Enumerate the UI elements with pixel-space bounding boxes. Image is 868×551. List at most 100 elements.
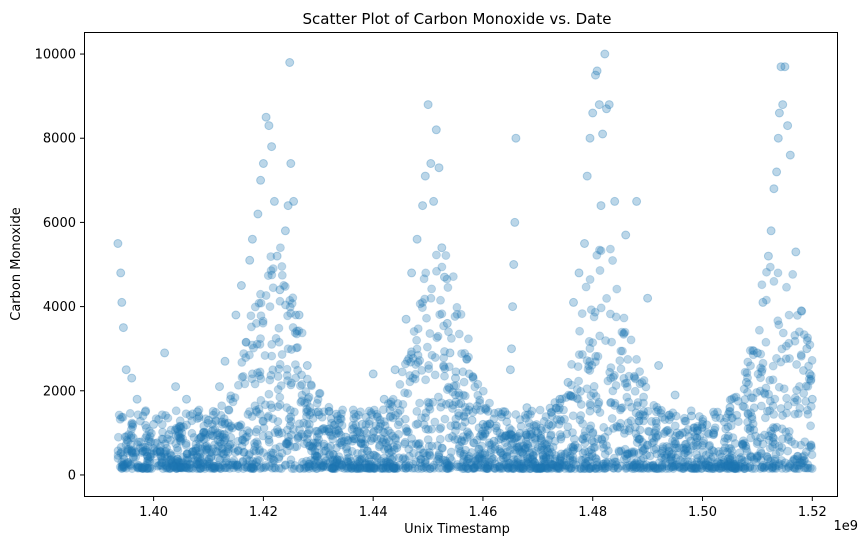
scatter-point bbox=[704, 441, 714, 451]
scatter-point bbox=[807, 450, 817, 460]
scatter-point bbox=[181, 409, 191, 419]
scatter-point bbox=[441, 251, 451, 260]
scatter-point bbox=[765, 443, 775, 453]
scatter-point bbox=[537, 462, 547, 472]
scatter-point bbox=[233, 445, 243, 455]
scatter-point bbox=[767, 429, 777, 439]
scatter-point bbox=[691, 460, 700, 470]
scatter-point bbox=[731, 392, 741, 402]
scatter-point bbox=[329, 463, 339, 473]
scatter-point bbox=[312, 432, 322, 442]
scatter-point bbox=[383, 443, 393, 453]
scatter-point bbox=[801, 381, 811, 391]
scatter-point bbox=[579, 464, 589, 474]
scatter-point bbox=[456, 398, 466, 408]
y-tick-label: 4000 bbox=[43, 300, 76, 315]
scatter-point bbox=[629, 448, 639, 458]
scatter-point bbox=[657, 461, 667, 471]
scatter-point bbox=[778, 100, 788, 110]
scatter-point bbox=[647, 416, 657, 426]
scatter-point bbox=[365, 463, 375, 473]
scatter-point bbox=[252, 425, 262, 434]
scatter-point bbox=[415, 438, 424, 448]
scatter-point bbox=[378, 464, 388, 474]
scatter-point bbox=[617, 461, 627, 471]
scatter-point bbox=[765, 262, 775, 272]
scatter-point bbox=[546, 463, 556, 472]
scatter-point bbox=[185, 460, 195, 470]
scatter-point bbox=[531, 446, 541, 456]
scatter-point bbox=[532, 461, 542, 470]
scatter-point bbox=[478, 419, 488, 429]
scatter-point bbox=[357, 419, 367, 429]
scatter-point bbox=[413, 419, 423, 429]
scatter-point bbox=[284, 432, 293, 442]
scatter-point bbox=[355, 463, 365, 472]
scatter-point bbox=[453, 434, 463, 444]
scatter-point bbox=[577, 434, 587, 444]
scatter-point bbox=[500, 407, 510, 417]
scatter-point bbox=[792, 385, 802, 395]
scatter-point bbox=[514, 443, 524, 453]
scatter-point bbox=[744, 379, 753, 389]
scatter-point bbox=[569, 459, 578, 469]
scatter-point bbox=[664, 446, 674, 456]
scatter-point bbox=[164, 464, 174, 474]
scatter-point bbox=[366, 436, 376, 446]
scatter-point bbox=[232, 460, 242, 470]
scatter-point bbox=[459, 436, 469, 446]
scatter-point bbox=[433, 392, 443, 402]
scatter-point bbox=[736, 462, 746, 472]
scatter-point bbox=[253, 209, 263, 219]
scatter-point bbox=[260, 351, 270, 360]
scatter-point bbox=[258, 159, 268, 168]
scatter-point bbox=[791, 247, 801, 257]
scatter-point bbox=[215, 382, 224, 392]
scatter-point bbox=[411, 457, 421, 467]
scatter-point bbox=[290, 442, 300, 452]
scatter-point bbox=[304, 459, 314, 469]
scatter-point bbox=[778, 411, 788, 420]
scatter-point bbox=[324, 424, 334, 434]
scatter-point bbox=[468, 372, 478, 382]
scatter-point bbox=[387, 402, 397, 412]
scatter-point bbox=[428, 397, 438, 407]
scatter-point bbox=[674, 443, 684, 453]
scatter-point bbox=[643, 464, 653, 473]
scatter-point bbox=[634, 416, 644, 426]
scatter-point bbox=[127, 446, 137, 456]
scatter-point bbox=[754, 451, 764, 461]
scatter-point bbox=[667, 461, 677, 471]
scatter-point bbox=[178, 434, 188, 444]
scatter-point bbox=[303, 406, 313, 416]
scatter-point bbox=[770, 424, 779, 433]
scatter-point bbox=[533, 428, 543, 438]
scatter-point bbox=[408, 373, 418, 383]
scatter-point bbox=[412, 335, 422, 345]
scatter-point bbox=[586, 463, 596, 473]
scatter-point bbox=[347, 446, 357, 456]
scatter-point bbox=[276, 381, 286, 391]
scatter-point bbox=[552, 464, 562, 474]
scatter-point bbox=[739, 462, 749, 472]
scatter-point bbox=[255, 409, 265, 419]
scatter-point bbox=[632, 196, 642, 206]
scatter-point bbox=[318, 424, 328, 434]
scatter-point bbox=[191, 439, 201, 449]
scatter-point bbox=[688, 464, 698, 474]
scatter-point bbox=[343, 457, 353, 467]
scatter-point bbox=[422, 313, 431, 323]
scatter-point bbox=[497, 464, 507, 474]
scatter-point bbox=[157, 455, 167, 465]
scatter-point bbox=[290, 360, 300, 370]
scatter-point bbox=[322, 462, 332, 472]
scatter-point bbox=[796, 351, 806, 361]
scatter-point bbox=[547, 407, 556, 417]
scatter-point bbox=[747, 464, 757, 474]
scatter-point bbox=[444, 362, 454, 372]
scatter-point bbox=[675, 455, 685, 465]
scatter-point bbox=[121, 463, 131, 473]
scatter-point bbox=[434, 452, 444, 462]
scatter-point bbox=[319, 461, 328, 471]
scatter-point bbox=[617, 327, 627, 337]
